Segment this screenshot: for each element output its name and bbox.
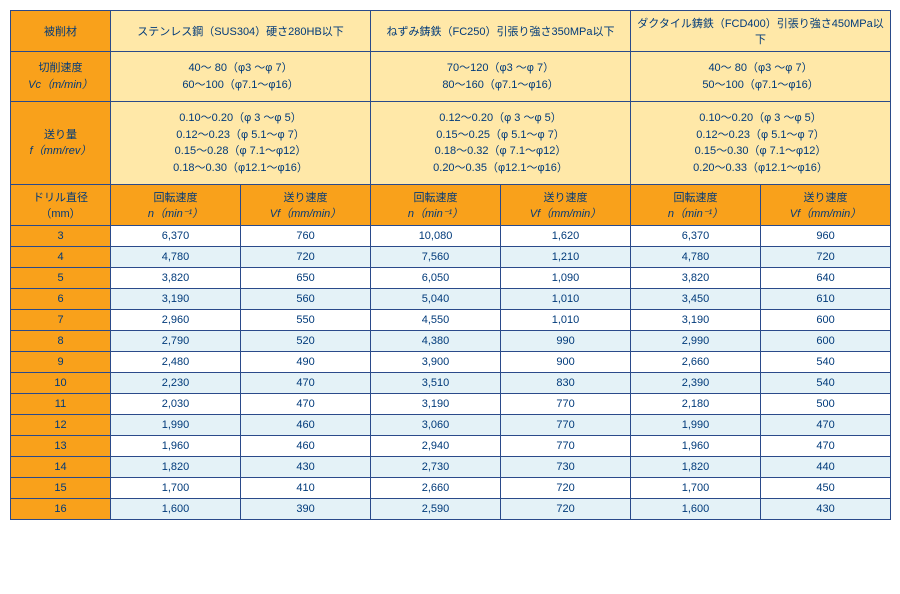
table-cell: 3,820 (631, 268, 761, 289)
table-cell: 1,010 (501, 310, 631, 331)
table-cell: 460 (241, 436, 371, 457)
drill-diameter-cell: 9 (11, 352, 111, 373)
table-cell: 470 (761, 415, 891, 436)
table-cell: 770 (501, 394, 631, 415)
table-cell: 410 (241, 478, 371, 499)
table-cell: 10,080 (371, 226, 501, 247)
table-cell: 720 (241, 247, 371, 268)
drill-diameter-cell: 12 (11, 415, 111, 436)
table-cell: 6,370 (111, 226, 241, 247)
table-cell: 720 (761, 247, 891, 268)
table-cell: 1,820 (631, 457, 761, 478)
table-cell: 2,660 (371, 478, 501, 499)
drill-diameter-cell: 11 (11, 394, 111, 415)
table-cell: 640 (761, 268, 891, 289)
table-cell: 2,660 (631, 352, 761, 373)
drill-diameter-cell: 3 (11, 226, 111, 247)
table-cell: 6,370 (631, 226, 761, 247)
table-cell: 540 (761, 373, 891, 394)
table-cell: 560 (241, 289, 371, 310)
table-cell: 3,510 (371, 373, 501, 394)
table-cell: 2,990 (631, 331, 761, 352)
table-cell: 4,780 (111, 247, 241, 268)
table-cell: 1,700 (111, 478, 241, 499)
table-cell: 760 (241, 226, 371, 247)
drill-diameter-cell: 10 (11, 373, 111, 394)
table-cell: 460 (241, 415, 371, 436)
table-cell: 540 (761, 352, 891, 373)
table-cell: 440 (761, 457, 891, 478)
table-cell: 470 (241, 373, 371, 394)
table-cell: 2,960 (111, 310, 241, 331)
table-cell: 2,230 (111, 373, 241, 394)
table-cell: 960 (761, 226, 891, 247)
table-cell: 1,010 (501, 289, 631, 310)
table-cell: 600 (761, 310, 891, 331)
drill-diameter-cell: 16 (11, 499, 111, 520)
table-cell: 6,050 (371, 268, 501, 289)
table-cell: 3,820 (111, 268, 241, 289)
table-cell: 520 (241, 331, 371, 352)
table-cell: 1,600 (631, 499, 761, 520)
table-cell: 430 (761, 499, 891, 520)
table-cell: 2,940 (371, 436, 501, 457)
table-cell: 500 (761, 394, 891, 415)
table-cell: 7,560 (371, 247, 501, 268)
drill-diameter-cell: 15 (11, 478, 111, 499)
table-cell: 3,060 (371, 415, 501, 436)
table-cell: 650 (241, 268, 371, 289)
table-cell: 4,780 (631, 247, 761, 268)
drill-diameter-cell: 13 (11, 436, 111, 457)
table-cell: 1,990 (631, 415, 761, 436)
table-cell: 430 (241, 457, 371, 478)
table-cell: 3,450 (631, 289, 761, 310)
table-cell: 3,190 (371, 394, 501, 415)
drill-diameter-cell: 4 (11, 247, 111, 268)
table-cell: 490 (241, 352, 371, 373)
drill-diameter-cell: 5 (11, 268, 111, 289)
table-cell: 610 (761, 289, 891, 310)
table-cell: 1,960 (111, 436, 241, 457)
table-cell: 2,590 (371, 499, 501, 520)
table-cell: 1,600 (111, 499, 241, 520)
table-cell: 2,390 (631, 373, 761, 394)
drill-diameter-cell: 14 (11, 457, 111, 478)
table-cell: 470 (241, 394, 371, 415)
table-cell: 4,550 (371, 310, 501, 331)
table-cell: 5,040 (371, 289, 501, 310)
table-cell: 390 (241, 499, 371, 520)
table-cell: 3,190 (631, 310, 761, 331)
cutting-conditions-table: 被削材ステンレス鋼（SUS304）硬さ280HB以下ねずみ鋳鉄（FC250）引張… (10, 10, 891, 520)
table-cell: 3,190 (111, 289, 241, 310)
table-cell: 2,730 (371, 457, 501, 478)
table-cell: 600 (761, 331, 891, 352)
table-cell: 770 (501, 436, 631, 457)
table-cell: 550 (241, 310, 371, 331)
table-cell: 720 (501, 478, 631, 499)
table-cell: 2,180 (631, 394, 761, 415)
drill-diameter-cell: 8 (11, 331, 111, 352)
table-cell: 3,900 (371, 352, 501, 373)
table-cell: 2,030 (111, 394, 241, 415)
table-cell: 830 (501, 373, 631, 394)
table-cell: 990 (501, 331, 631, 352)
table-cell: 1,960 (631, 436, 761, 457)
table-cell: 730 (501, 457, 631, 478)
drill-diameter-cell: 7 (11, 310, 111, 331)
table-cell: 1,620 (501, 226, 631, 247)
drill-diameter-cell: 6 (11, 289, 111, 310)
table-cell: 1,990 (111, 415, 241, 436)
table-cell: 1,210 (501, 247, 631, 268)
table-cell: 770 (501, 415, 631, 436)
table-cell: 720 (501, 499, 631, 520)
table-cell: 1,090 (501, 268, 631, 289)
table-cell: 1,700 (631, 478, 761, 499)
table-cell: 450 (761, 478, 891, 499)
table-cell: 2,480 (111, 352, 241, 373)
table-cell: 900 (501, 352, 631, 373)
table-cell: 4,380 (371, 331, 501, 352)
table-cell: 470 (761, 436, 891, 457)
table-cell: 1,820 (111, 457, 241, 478)
table-cell: 2,790 (111, 331, 241, 352)
